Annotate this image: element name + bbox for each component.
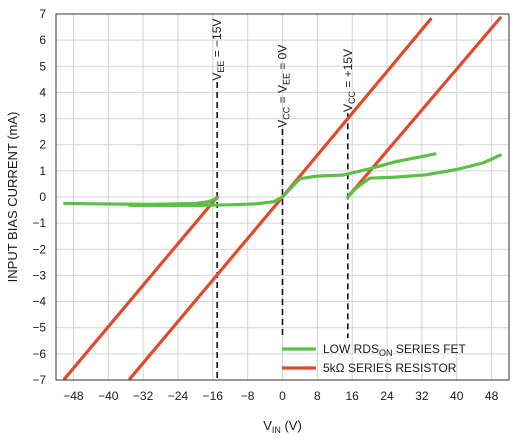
- subscript: EE: [216, 61, 226, 73]
- reference-line-label: VEE = −15V: [210, 19, 226, 81]
- subscript: CC: [282, 106, 292, 119]
- y-tick-label: 1: [39, 164, 46, 178]
- legend: LOW RDSON SERIES FET 5kΩ SERIES RESISTOR: [282, 342, 467, 375]
- y-tick-label: 2: [39, 138, 46, 152]
- x-tick-label: 24: [380, 389, 394, 403]
- text-part: = V: [276, 85, 290, 107]
- reference-line-label: VCC = VEE = 0V: [276, 45, 292, 128]
- series: [63, 16, 502, 381]
- dashed-reference-lines: [216, 81, 349, 380]
- plot-border: [55, 13, 510, 381]
- y-tick-label: 4: [39, 85, 46, 99]
- series-line: [63, 196, 219, 206]
- subscript: EE: [282, 73, 292, 85]
- text-part: V: [341, 104, 355, 112]
- x-axis-title: VIN (V): [263, 418, 302, 435]
- series-line: [128, 152, 437, 207]
- text-part: V: [276, 120, 290, 128]
- y-tick-label: 6: [39, 33, 46, 47]
- plot-frame: [55, 13, 510, 381]
- text-part: SERIES FET: [393, 342, 467, 356]
- series-line: [346, 153, 502, 199]
- reference-line-label: VCC = +15V: [341, 49, 357, 112]
- x-tick-label: 0: [279, 389, 286, 403]
- subscript: ON: [379, 348, 393, 358]
- text-part: V: [210, 73, 224, 81]
- x-tick-label: 40: [450, 389, 464, 403]
- text-part: = +15V: [341, 49, 355, 91]
- x-tick-label: 8: [314, 389, 321, 403]
- y-tick-label: −1: [32, 216, 46, 230]
- y-tick-label: 3: [39, 112, 46, 126]
- y-tick-label: −6: [32, 347, 46, 361]
- x-tick-label: −16: [203, 389, 224, 403]
- x-tick-label: −24: [168, 389, 189, 403]
- series-line: [63, 195, 219, 381]
- x-tick-label: −48: [63, 389, 84, 403]
- text-part: V: [263, 418, 272, 433]
- subscript: IN: [272, 425, 281, 435]
- y-tick-label: −3: [32, 268, 46, 282]
- x-tick-label: 48: [485, 389, 499, 403]
- tick-labels: −48 −40 −32 −24 −16 −8 0 8 16 24 32 40 48−7−6−5−4−3−…: [32, 7, 498, 403]
- x-tick-label: 32: [415, 389, 429, 403]
- legend-label: 5kΩ SERIES RESISTOR: [323, 361, 457, 375]
- y-tick-label: −2: [32, 242, 46, 256]
- x-tick-label: −32: [133, 389, 154, 403]
- text-part: 5kΩ SERIES RESISTOR: [323, 361, 457, 375]
- axis-titles: VIN (V)INPUT BIAS CURRENT (mA): [5, 112, 302, 435]
- y-tick-label: −4: [32, 295, 46, 309]
- x-tick-label: −8: [241, 389, 255, 403]
- x-tick-label: −40: [98, 389, 119, 403]
- text-part: (V): [281, 418, 302, 433]
- text-part: LOW RDS: [323, 342, 379, 356]
- y-tick-label: 7: [39, 7, 46, 21]
- y-axis-title: INPUT BIAS CURRENT (mA): [5, 112, 20, 283]
- text-part: = −15V: [210, 19, 224, 61]
- y-tick-label: 0: [39, 190, 46, 204]
- y-tick-label: −7: [32, 373, 46, 387]
- text-part: = 0V: [276, 45, 290, 73]
- y-tick-label: −5: [32, 321, 46, 335]
- subscript: CC: [347, 91, 357, 104]
- legend-label: LOW RDSON SERIES FET: [323, 342, 467, 358]
- y-tick-label: 5: [39, 59, 46, 73]
- x-tick-label: 16: [346, 389, 360, 403]
